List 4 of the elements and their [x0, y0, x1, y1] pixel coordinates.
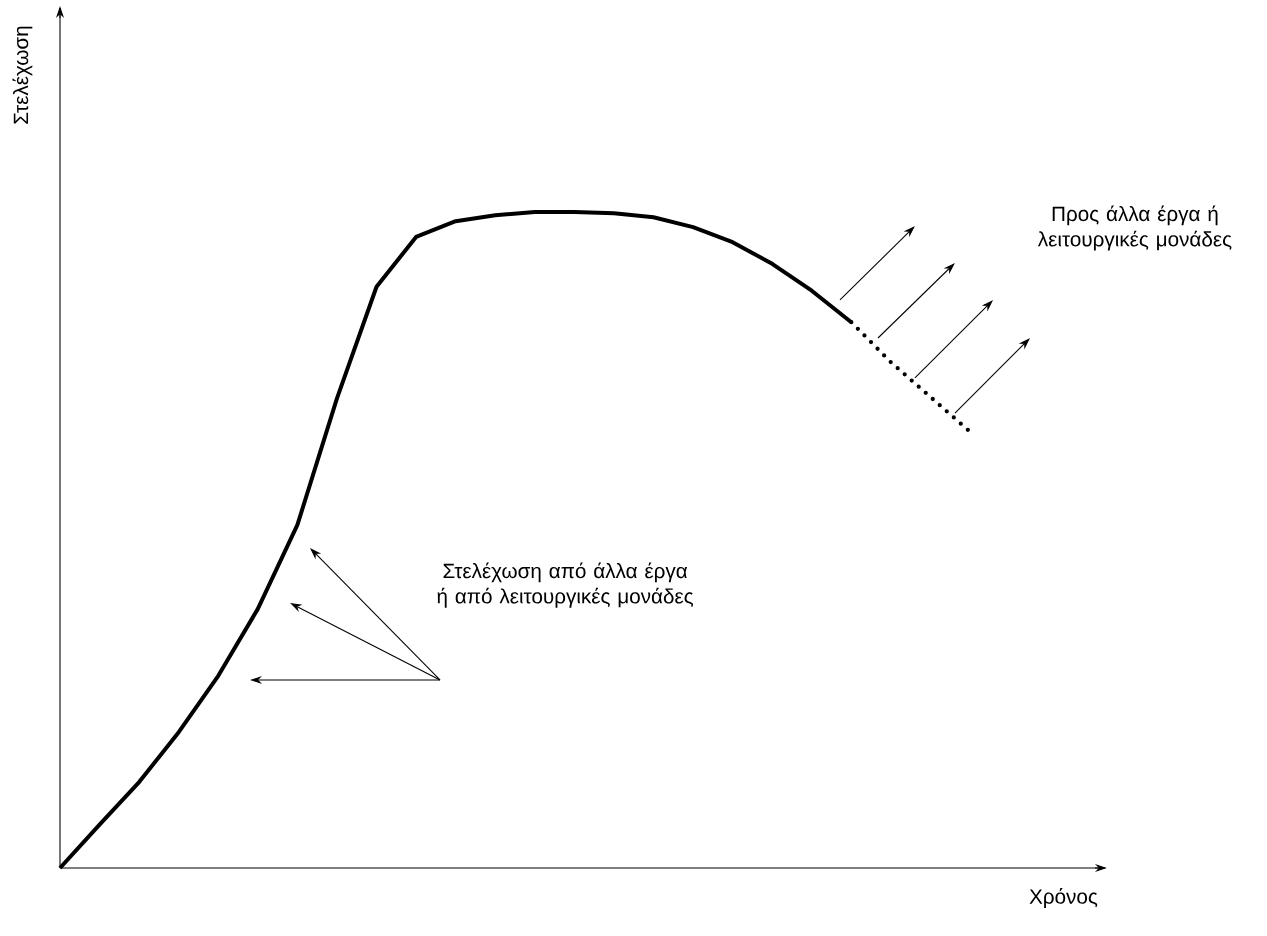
text: Προς άλλα έργα ή λειτουργικές μονάδες [1037, 205, 1232, 251]
x-axis-title: Χρόνος [1029, 888, 1098, 908]
annotation: Στελέχωση από άλλα έργα ή από λειτουργικές μονάδες [437, 562, 694, 608]
y-axis-title: Στελέχωση [12, 26, 33, 124]
